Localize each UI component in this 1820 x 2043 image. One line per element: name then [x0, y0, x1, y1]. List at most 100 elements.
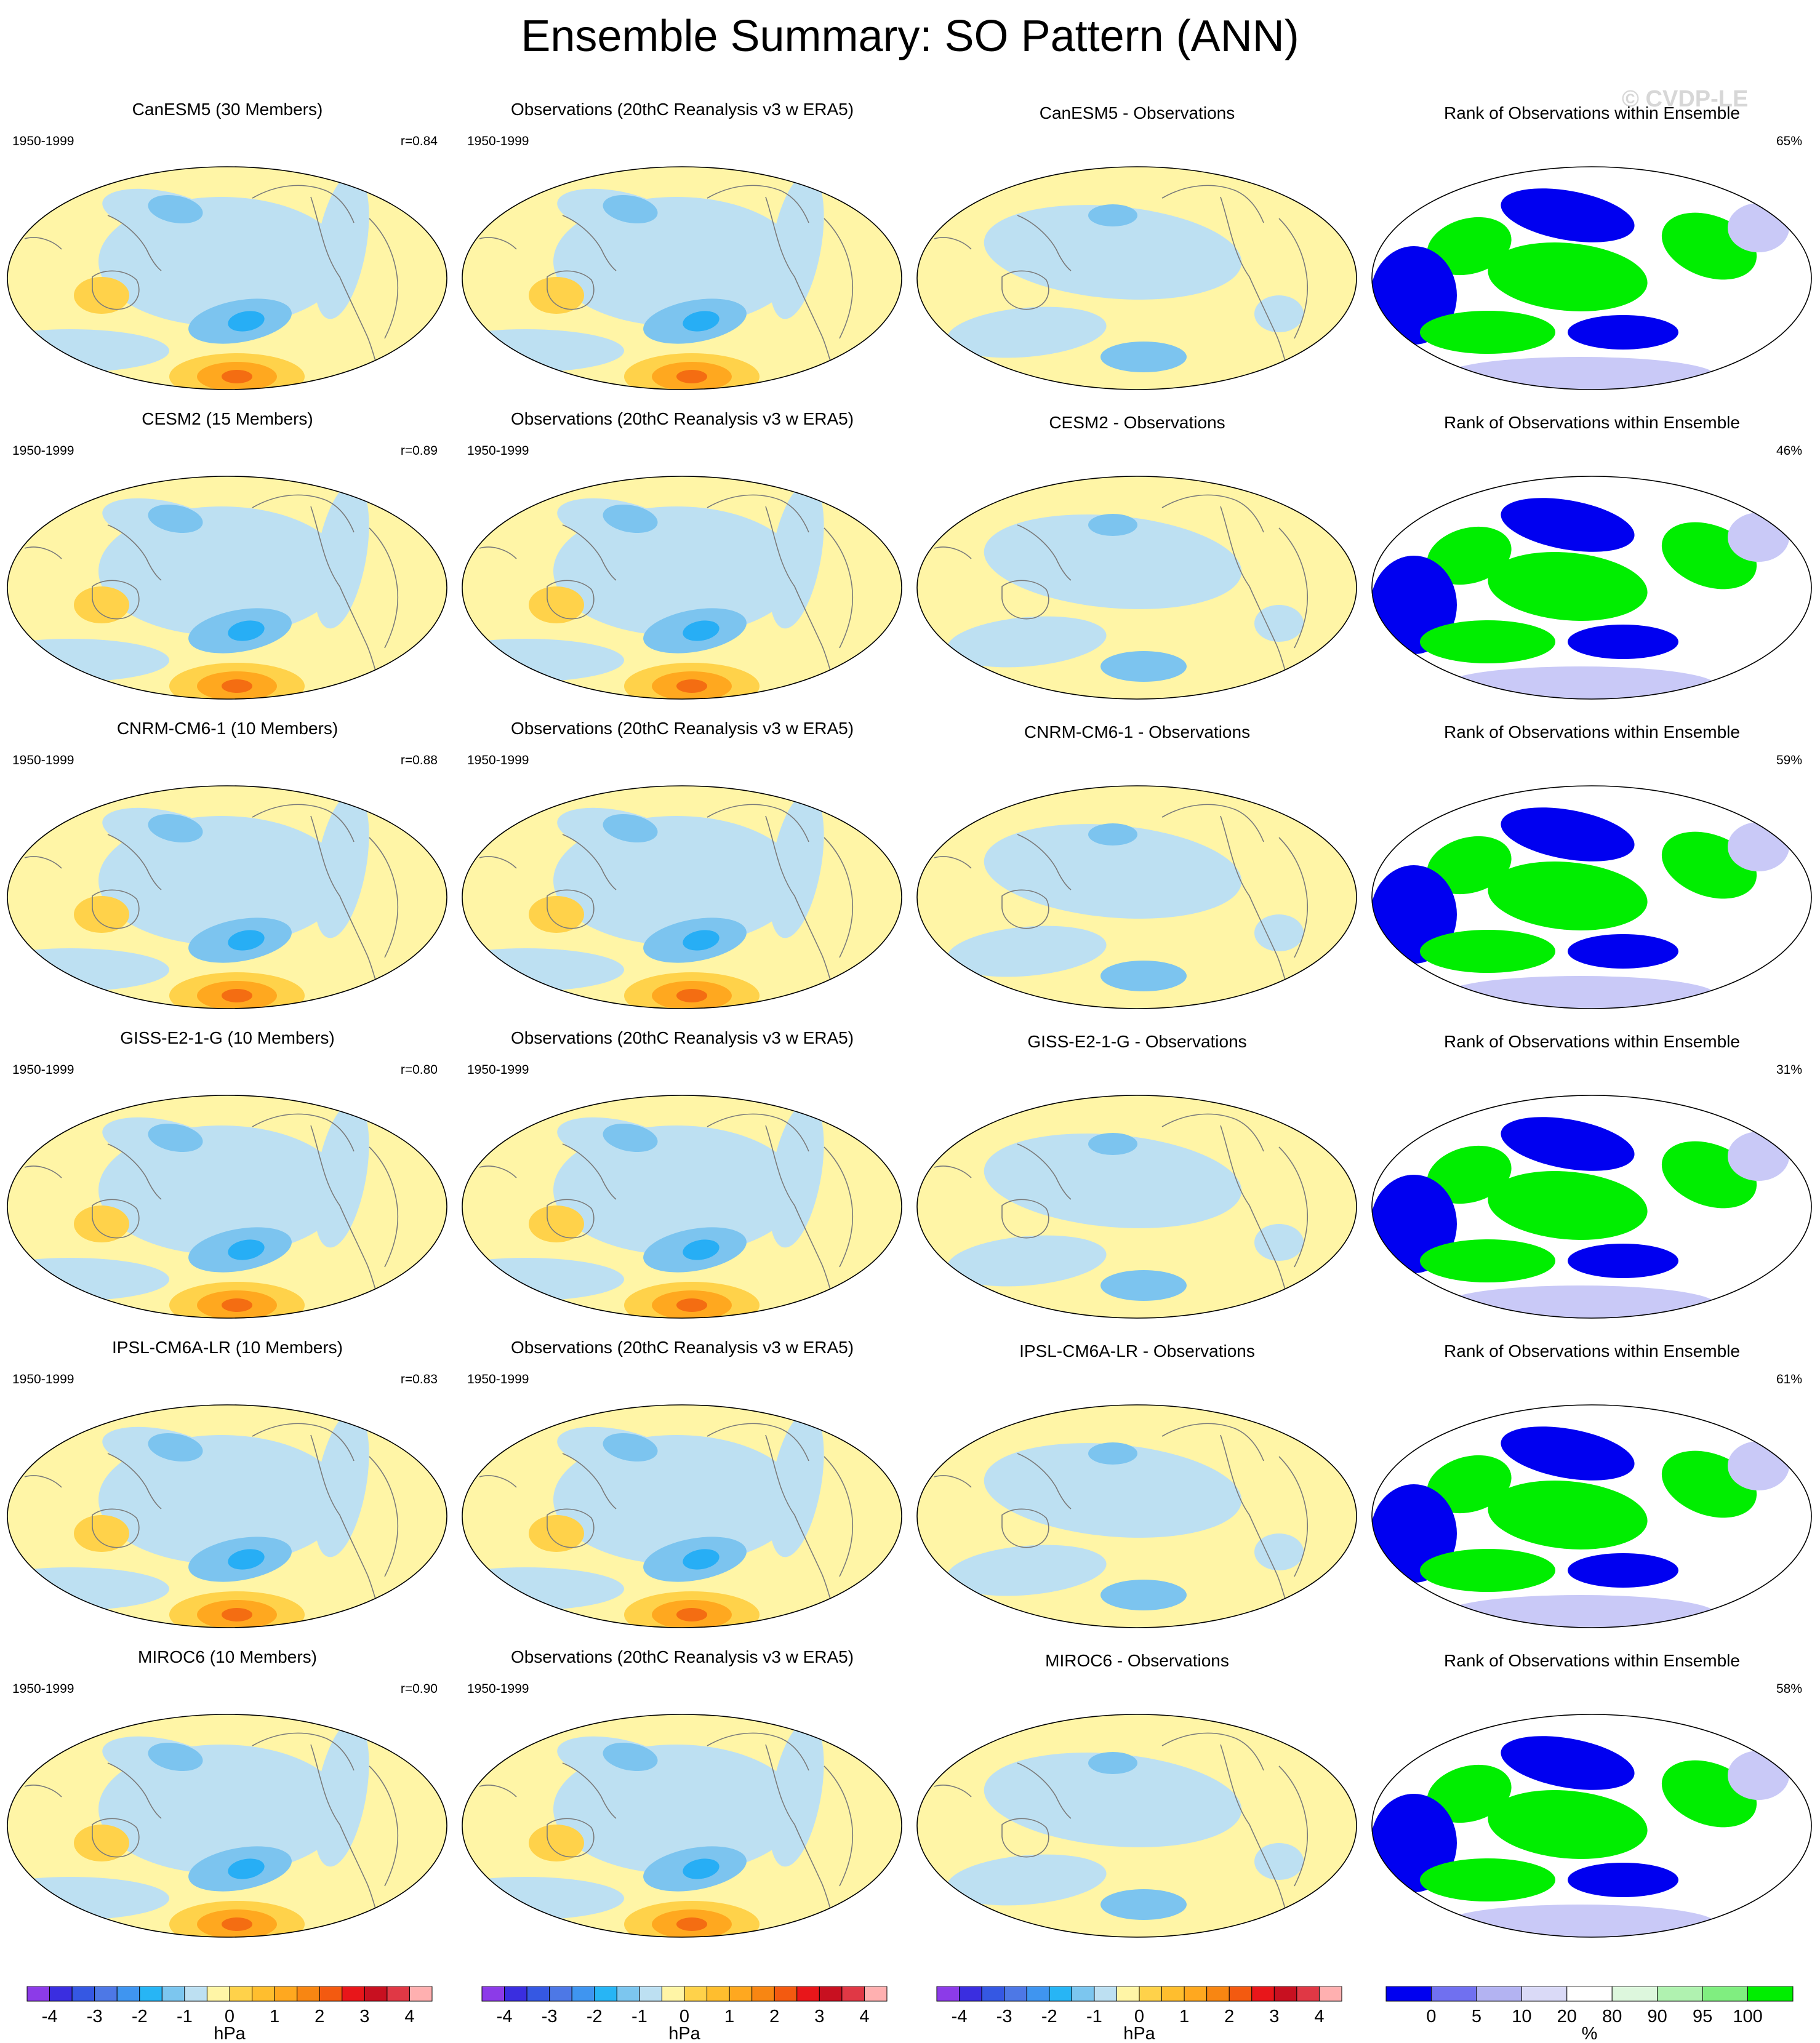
colorbar-swatch [1094, 1986, 1117, 2002]
rank-map [1371, 476, 1812, 700]
panel-title: GISS-E2-1-G - Observations [1027, 1032, 1247, 1051]
panel-title: Observations (20thC Reanalysis v3 w ERA5… [510, 1647, 854, 1666]
colorbar-swatch [1385, 1986, 1432, 2002]
colorbar-swatch [526, 1986, 550, 2002]
colorbar-unit: hPa [668, 2024, 700, 2040]
colorbar-swatch [139, 1986, 162, 2002]
diff-map [916, 1404, 1357, 1628]
colorbar-swatch [1611, 1986, 1658, 2002]
colorbar-swatch [1161, 1986, 1185, 2002]
colorbar-swatch [94, 1986, 118, 2002]
colorbar-tick-label: 95 [1693, 2007, 1712, 2026]
colorbar-swatch [274, 1986, 298, 2002]
rank-percent: 59% [1776, 753, 1802, 767]
obs-panel: Observations (20thC Reanalysis v3 w ERA5… [455, 1021, 910, 1330]
panel-title: MIROC6 - Observations [1045, 1651, 1229, 1670]
colorbar-swatch [481, 1986, 505, 2002]
obs-panel: Observations (20thC Reanalysis v3 w ERA5… [455, 92, 910, 402]
colorbar-tick-label: -2 [1041, 2007, 1057, 2026]
colorbar-swatch [841, 1986, 865, 2002]
colorbar-tick-label: -2 [587, 2007, 603, 2026]
colorbar-tick-label: 0 [225, 2007, 235, 2026]
panel-title: CESM2 (15 Members) [142, 409, 313, 428]
colorbar-swatch [342, 1986, 365, 2002]
colorbar-swatch [1206, 1986, 1230, 2002]
obs-panel: Observations (20thC Reanalysis v3 w ERA5… [455, 402, 910, 711]
colorbar-swatch [49, 1986, 73, 2002]
colorbar-tick-label: 80 [1602, 2007, 1622, 2026]
panel-title: Observations (20thC Reanalysis v3 w ERA5… [510, 1028, 854, 1047]
colorbar-swatch [774, 1986, 798, 2002]
period-label: 1950-1999 [12, 444, 74, 458]
colorbar-swatch [184, 1986, 207, 2002]
colorbar-hpa-2: -4 -3 -2 -1 0 1 2 3 4 hPa [455, 1986, 910, 2043]
colorbar-swatch [1430, 1986, 1477, 2002]
panel-title: Rank of Observations within Ensemble [1444, 103, 1740, 122]
panel-title: CNRM-CM6-1 - Observations [1024, 722, 1251, 742]
rank-percent: 46% [1776, 444, 1802, 458]
colorbar-swatch [549, 1986, 572, 2002]
panel-title: CanESM5 - Observations [1039, 103, 1235, 122]
rank-percent: 65% [1776, 134, 1802, 148]
obs-map [462, 166, 902, 390]
colorbar-tick-label: 90 [1648, 2007, 1667, 2026]
colorbar-swatch [981, 1986, 1005, 2002]
colorbar-swatch [571, 1986, 595, 2002]
model-panel: CanESM5 (30 Members) 1950-1999 r=0.84 [0, 92, 455, 402]
rank-panel: Rank of Observations within Ensemble 65% [1365, 92, 1819, 402]
colorbar-swatch [819, 1986, 843, 2002]
colorbar-swatch [661, 1986, 685, 2002]
panel-title: Observations (20thC Reanalysis v3 w ERA5… [510, 409, 854, 428]
diff-map [916, 785, 1357, 1009]
model-panel: GISS-E2-1-G (10 Members) 1950-1999 r=0.80 [0, 1021, 455, 1330]
diff-panel: MIROC6 - Observations [910, 1640, 1365, 1949]
panel-title: CESM2 - Observations [1049, 413, 1225, 432]
colorbar-tick-label: -1 [631, 2007, 647, 2026]
pattern-correlation: r=0.80 [400, 1063, 438, 1077]
colorbar-tick-label: 0 [1426, 2007, 1436, 2026]
colorbar-unit: hPa [214, 2024, 246, 2040]
rank-panel: Rank of Observations within Ensemble 31% [1365, 1021, 1819, 1330]
rank-percent: 31% [1776, 1063, 1802, 1077]
colorbar-unit: % [1582, 2024, 1598, 2040]
colorbar-tick-label: -2 [132, 2007, 148, 2026]
panel-title: Rank of Observations within Ensemble [1444, 1341, 1740, 1361]
colorbar-swatch [1026, 1986, 1050, 2002]
colorbar-tick-label: -4 [952, 2007, 968, 2026]
period-label: 1950-1999 [12, 1063, 74, 1077]
colorbar-swatch [297, 1986, 320, 2002]
diff-panel: CNRM-CM6-1 - Observations [910, 711, 1365, 1021]
diff-panel: GISS-E2-1-G - Observations [910, 1021, 1365, 1330]
obs-map [462, 1095, 902, 1319]
colorbar-tick-label: -1 [1086, 2007, 1102, 2026]
rank-map [1371, 785, 1812, 1009]
colorbar-tick-label: 2 [1224, 2007, 1234, 2026]
rank-percent: 58% [1776, 1682, 1802, 1696]
panel-title: Observations (20thC Reanalysis v3 w ERA5… [510, 100, 854, 119]
model-panel: IPSL-CM6A-LR (10 Members) 1950-1999 r=0.83 [0, 1330, 455, 1640]
panel-title: CanESM5 (30 Members) [132, 100, 323, 119]
watermark: © CVDP-LE [1622, 86, 1749, 112]
period-label: 1950-1999 [12, 1372, 74, 1386]
colorbar-swatch [1476, 1986, 1522, 2002]
obs-map [462, 1714, 902, 1938]
model-map [7, 785, 447, 1009]
colorbar-swatch [1184, 1986, 1208, 2002]
diff-panel: IPSL-CM6A-LR - Observations [910, 1330, 1365, 1640]
colorbar-tick-label: 5 [1472, 2007, 1481, 2026]
colorbar-tick-label: 3 [814, 2007, 824, 2026]
colorbar-tick-label: -3 [542, 2007, 558, 2026]
colorbar-rank: 0 5 10 20 80 90 95 100% [1365, 1986, 1820, 2043]
rank-panel: Rank of Observations within Ensemble 59% [1365, 711, 1819, 1021]
colorbar-unit: hPa [1123, 2024, 1155, 2040]
colorbar-swatch [116, 1986, 140, 2002]
colorbar-swatch [707, 1986, 730, 2002]
rank-panel: Rank of Observations within Ensemble 46% [1365, 402, 1819, 711]
diff-map [916, 1714, 1357, 1938]
colorbar-swatch [1566, 1986, 1613, 2002]
panel-title: MIROC6 (10 Members) [138, 1647, 317, 1666]
colorbar-tick-label: -4 [42, 2007, 58, 2026]
colorbar-tick-label: 10 [1512, 2007, 1531, 2026]
colorbar-swatch [409, 1986, 433, 2002]
model-map [7, 476, 447, 700]
